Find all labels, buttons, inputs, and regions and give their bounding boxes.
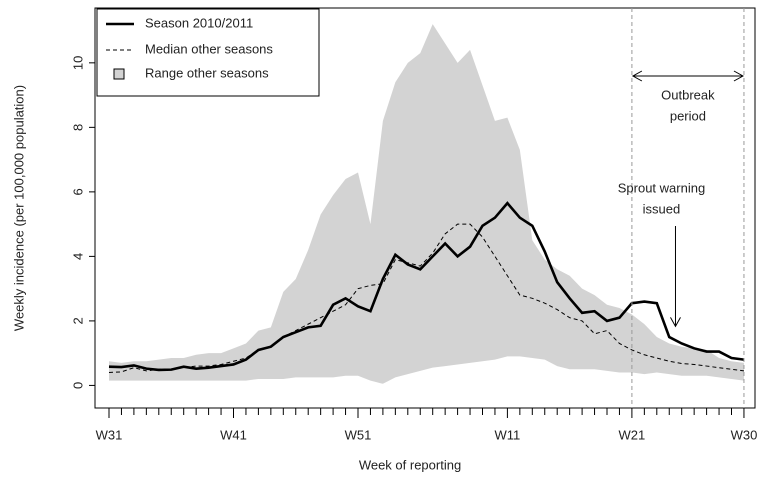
- y-tick-label: 2: [70, 317, 85, 324]
- x-tick-label: W31: [96, 427, 123, 442]
- y-tick-label: 10: [70, 56, 85, 70]
- arrow-head: [670, 317, 681, 328]
- outbreak-label: Outbreak: [661, 87, 715, 102]
- range-area: [109, 24, 744, 384]
- legend-label: Median other seasons: [145, 41, 273, 56]
- arrow-head: [631, 70, 643, 82]
- x-tick-label: W11: [495, 427, 521, 442]
- warning-label: Sprout warning: [618, 180, 705, 195]
- y-tick-label: 6: [70, 188, 85, 195]
- y-tick-label: 4: [70, 253, 85, 260]
- legend-label: Range other seasons: [145, 65, 269, 80]
- x-tick-label: W21: [619, 427, 646, 442]
- y-axis-label: Weekly incidence (per 100,000 population…: [11, 85, 26, 331]
- median-line: [108, 223, 745, 374]
- legend-label: Season 2010/2011: [145, 15, 253, 30]
- arrow-head: [733, 70, 744, 82]
- x-axis-label: Week of reporting: [359, 457, 461, 472]
- season-line: [108, 201, 745, 372]
- x-tick-label: W41: [220, 427, 247, 442]
- y-tick-label: 8: [70, 124, 85, 131]
- warning-label: issued: [643, 201, 681, 216]
- legend-swatch: [113, 68, 125, 80]
- x-tick-label: W30: [731, 427, 758, 442]
- y-tick-label: 0: [70, 382, 85, 389]
- x-tick-label: W51: [345, 427, 372, 442]
- outbreak-label: period: [670, 108, 706, 123]
